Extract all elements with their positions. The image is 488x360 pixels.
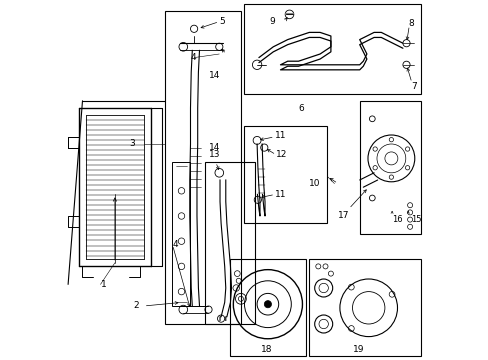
Text: 7: 7 <box>410 82 416 91</box>
Text: 14: 14 <box>208 71 220 80</box>
Text: 15: 15 <box>410 215 421 224</box>
Text: 9: 9 <box>269 17 275 26</box>
Text: 1: 1 <box>101 280 106 289</box>
Text: 17: 17 <box>337 211 349 220</box>
Circle shape <box>264 301 271 308</box>
Text: 5: 5 <box>219 17 224 26</box>
Text: 4: 4 <box>172 240 178 249</box>
Text: 12: 12 <box>276 150 287 159</box>
Text: 11: 11 <box>275 130 286 139</box>
Text: 8: 8 <box>408 19 413 28</box>
Text: 10: 10 <box>308 179 320 188</box>
Text: 3: 3 <box>129 139 135 148</box>
Text: 19: 19 <box>352 345 363 354</box>
Text: 14: 14 <box>208 143 220 152</box>
Text: 11: 11 <box>275 190 286 199</box>
Text: 18: 18 <box>260 345 272 354</box>
Text: 6: 6 <box>298 104 304 112</box>
Text: 13: 13 <box>208 150 220 159</box>
Text: 4: 4 <box>190 53 196 62</box>
Text: 16: 16 <box>391 215 402 224</box>
Text: 2: 2 <box>133 302 138 310</box>
